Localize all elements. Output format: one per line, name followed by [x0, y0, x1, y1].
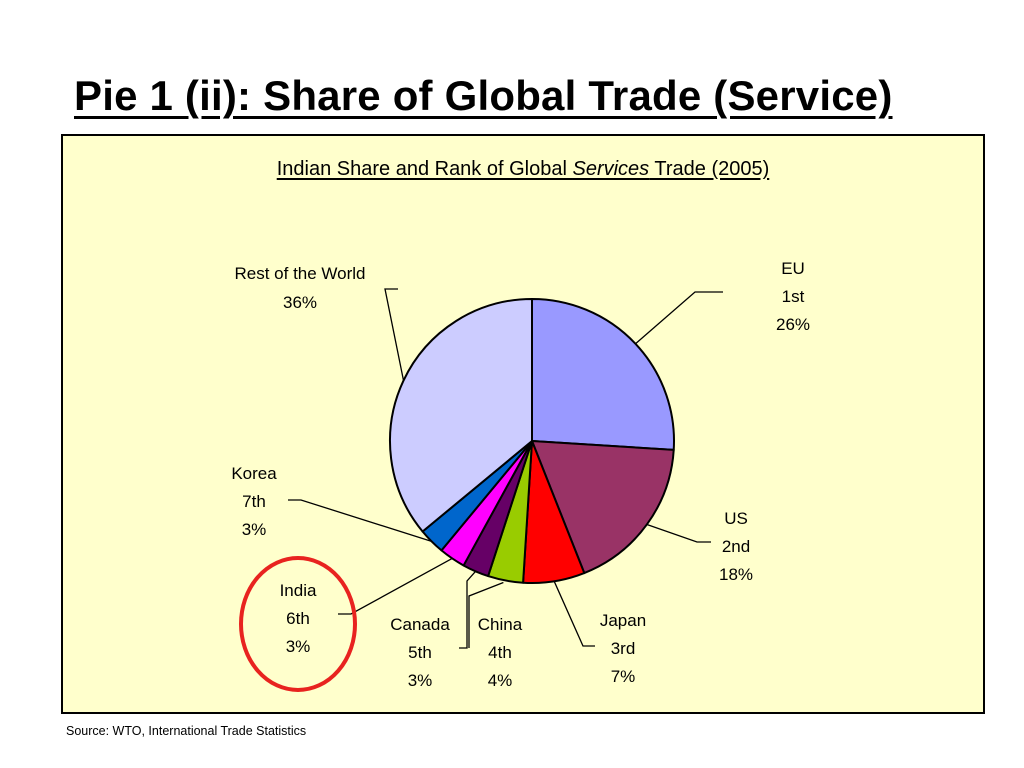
pie-chart: EU 1st 26% US 2nd 18% Japan 3rd 7% China 4th 4% Cana… [231, 259, 810, 692]
slice-label-japan-value: 7% [611, 667, 636, 686]
slice-label-us-name: US [724, 509, 748, 528]
slice-label-canada-rank: 5th [408, 643, 432, 662]
slice-label-us-rank: 2nd [722, 537, 750, 556]
pie-slice-rest-of-the-world [389, 298, 533, 533]
slice-label-us-value: 18% [719, 565, 753, 584]
slice-label-india-value: 3% [286, 637, 311, 656]
chart-title: Indian Share and Rank of Global Services… [63, 158, 983, 181]
leader-line-us [646, 523, 711, 543]
slice-label-japan-rank: 3rd [611, 639, 636, 658]
chart-title-part-1: Indian Share and Rank of Global [276, 158, 573, 180]
slice-label-japan-name: Japan [600, 611, 646, 630]
leader-line-canada [459, 570, 477, 649]
slide-title: Pie 1 (ii): Share of Global Trade (Servi… [74, 72, 893, 119]
leader-line-korea [288, 499, 432, 543]
slice-label-china-rank: 4th [488, 643, 512, 662]
slice-label-korea-rank: 7th [242, 492, 266, 511]
leader-line-japan [553, 581, 595, 647]
slice-label-india-rank: 6th [286, 609, 310, 628]
slice-label-eu-rank: 1st [782, 287, 805, 306]
source-note: Source: WTO, International Trade Statist… [66, 724, 307, 738]
slice-label-canada-value: 3% [408, 671, 433, 690]
pie-slice-eu [531, 298, 675, 451]
slice-label-india-name: India [280, 581, 317, 600]
leader-line-india [338, 557, 453, 615]
slice-label-eu-value: 26% [776, 315, 810, 334]
slice-label-canada-name: Canada [390, 615, 450, 634]
chart-panel: Indian Share and Rank of Global Services… [61, 134, 985, 714]
slice-label-korea-value: 3% [242, 520, 267, 539]
slice-label-rest-of-the-world-name: Rest of the World [234, 264, 365, 283]
highlight-circle [239, 556, 357, 692]
leader-line-eu [635, 291, 723, 345]
leader-line-rest-of-the-world [384, 288, 405, 381]
slice-label-rest-of-the-world-value: 36% [283, 293, 317, 312]
slice-label-china-value: 4% [488, 671, 513, 690]
slice-label-korea-name: Korea [231, 464, 277, 483]
pie-slice-us [531, 440, 675, 575]
chart-title-part-2: Services [572, 158, 650, 180]
leader-line-china [468, 581, 504, 648]
slice-label-china-name: China [478, 615, 523, 634]
slice-label-eu-name: EU [781, 259, 805, 278]
chart-title-part-3: Trade (2005) [649, 158, 770, 180]
